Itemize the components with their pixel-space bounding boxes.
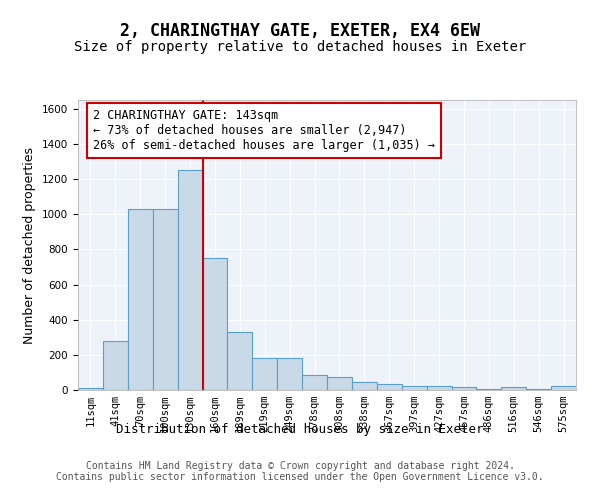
Bar (178, 170, 203, 390)
Bar (377, 384, 402, 390)
Bar (402, 386, 427, 390)
Text: Size of property relative to detached houses in Exeter: Size of property relative to detached ho… (74, 40, 526, 54)
Text: 2, CHARINGTHAY GATE, EXETER, EX4 6EW: 2, CHARINGTHAY GATE, EXETER, EX4 6EW (120, 22, 480, 40)
Bar (526, 389, 551, 390)
Bar (427, 386, 452, 390)
Bar (277, 358, 302, 390)
Bar (227, 332, 253, 390)
Text: 2 CHARINGTHAY GATE: 143sqm
← 73% of detached houses are smaller (2,947)
26% of s: 2 CHARINGTHAY GATE: 143sqm ← 73% of deta… (93, 108, 435, 152)
Bar (452, 388, 476, 390)
Bar (253, 358, 277, 390)
Bar (103, 341, 128, 390)
Bar (302, 375, 327, 390)
Text: Distribution of detached houses by size in Exeter: Distribution of detached houses by size … (116, 422, 484, 436)
Bar (551, 386, 576, 390)
Y-axis label: Number of detached properties: Number of detached properties (23, 146, 37, 344)
Bar (78, 388, 103, 390)
Bar (502, 388, 526, 390)
Text: Contains HM Land Registry data © Crown copyright and database right 2024.
Contai: Contains HM Land Registry data © Crown c… (56, 461, 544, 482)
Bar (352, 382, 377, 390)
Bar (327, 377, 352, 390)
Bar (128, 209, 153, 390)
Bar (203, 258, 227, 390)
Bar (476, 389, 502, 390)
Bar (153, 209, 178, 390)
